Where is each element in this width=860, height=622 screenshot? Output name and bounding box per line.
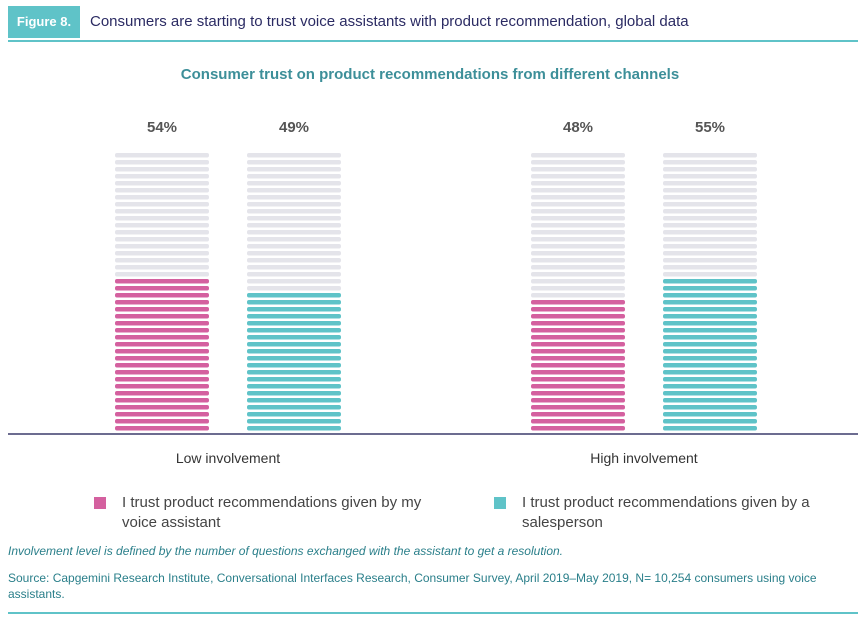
figure-title: Consumers are starting to trust voice as… (90, 13, 689, 30)
bar-voice-assistant-low (115, 153, 209, 431)
value-label: 48% (563, 119, 593, 136)
figure-header: Figure 8. Consumers are starting to trus… (8, 6, 858, 42)
footnote: Involvement level is defined by the numb… (8, 544, 563, 558)
bar-chart: 54% 49% Low involvement 48% 55% High involvem… (8, 119, 858, 466)
figure-tag: Figure 8. (8, 6, 80, 38)
bottom-rule (8, 612, 858, 614)
legend-label-voice-assistant: I trust product recommendations given by… (122, 494, 422, 531)
bar-salesperson-low (247, 153, 341, 431)
legend-swatch-salesperson (494, 497, 506, 509)
category-label: High involvement (590, 450, 697, 466)
chart-title: Consumer trust on product recommendation… (180, 66, 680, 83)
bar-voice-assistant-high (531, 153, 625, 431)
legend-label-salesperson: I trust product recommendations given by… (522, 494, 810, 531)
category-label: Low involvement (176, 450, 280, 466)
bar-salesperson-high (663, 153, 757, 431)
value-label: 55% (695, 119, 725, 136)
source-note: Source: Capgemini Research Institute, Co… (8, 571, 817, 601)
legend-swatch-voice-assistant (94, 497, 106, 509)
value-label: 49% (279, 119, 309, 136)
value-label: 54% (147, 119, 177, 136)
